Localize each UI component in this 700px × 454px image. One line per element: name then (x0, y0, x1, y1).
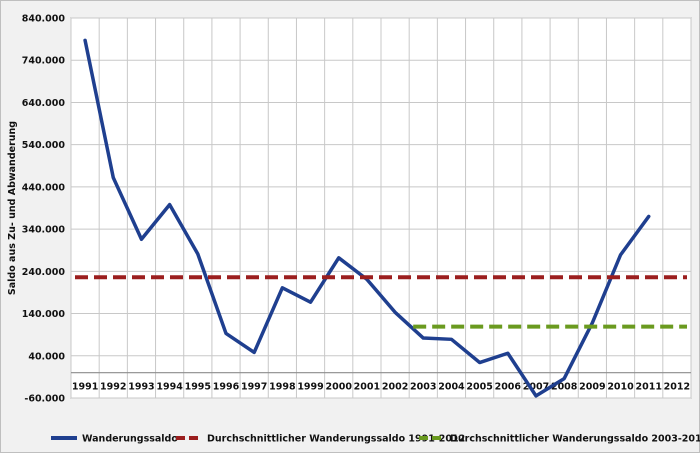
y-tick-label: 340.000 (22, 225, 66, 236)
x-tick-label: 1993 (128, 382, 154, 393)
x-tick-label: 1999 (297, 382, 323, 393)
x-tick-label: 2004 (438, 382, 465, 393)
y-tick-label: 40.000 (28, 351, 65, 362)
x-tick-label: 2012 (664, 382, 690, 393)
x-tick-label: 2006 (495, 382, 522, 393)
x-tick-label: 1997 (241, 382, 267, 393)
y-tick-label: 540.000 (22, 140, 66, 151)
y-axis-title: Saldo aus Zu- und Abwanderung (7, 121, 18, 295)
x-tick-label: 2000 (326, 382, 353, 393)
x-tick-label: 2001 (354, 382, 380, 393)
y-tick-label: 840.000 (22, 14, 66, 25)
y-tick-label: 740.000 (22, 56, 66, 67)
y-tick-label: -60.000 (24, 394, 65, 405)
y-tick-label: 440.000 (22, 182, 66, 193)
x-tick-label: 2003 (410, 382, 436, 393)
x-tick-label: 2009 (579, 382, 605, 393)
y-tick-label: 640.000 (22, 98, 66, 109)
x-tick-label: 2002 (382, 382, 408, 393)
y-tick-label: 240.000 (22, 267, 66, 278)
x-tick-label: 1996 (213, 382, 240, 393)
x-tick-label: 2011 (636, 382, 662, 393)
x-tick-label: 1991 (72, 382, 98, 393)
x-tick-label: 1995 (185, 382, 211, 393)
x-tick-label: 2005 (466, 382, 492, 393)
legend-label: Wanderungssaldo (82, 434, 178, 445)
y-tick-label: 140.000 (22, 309, 66, 320)
x-tick-label: 1992 (100, 382, 126, 393)
legend-label: Durchschnittlicher Wanderungssaldo 2003-… (450, 434, 700, 445)
x-tick-label: 1998 (269, 382, 296, 393)
x-tick-label: 2010 (607, 382, 634, 393)
x-tick-label: 1994 (156, 382, 183, 393)
